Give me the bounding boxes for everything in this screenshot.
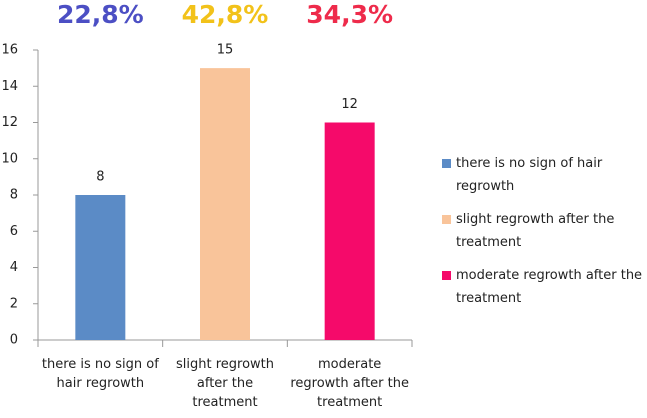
annotation: 34,3% bbox=[306, 0, 394, 29]
y-tick-label: 2 bbox=[10, 296, 18, 311]
y-tick-label: 4 bbox=[10, 260, 18, 275]
legend-swatch bbox=[442, 159, 451, 168]
legend-swatch bbox=[442, 215, 451, 224]
value-label: 12 bbox=[341, 97, 358, 112]
bar bbox=[75, 195, 126, 340]
x-tick-label: moderate regrowth after the treatment bbox=[290, 357, 409, 410]
legend-label: there is no sign of hair regrowth bbox=[456, 156, 603, 194]
bar bbox=[200, 68, 250, 340]
y-tick-label: 14 bbox=[1, 79, 18, 94]
legend-label: slight regrowth after the treatment bbox=[456, 212, 615, 250]
y-tick-label: 8 bbox=[10, 188, 18, 203]
bar bbox=[324, 122, 375, 340]
annotation: 42,8% bbox=[181, 0, 269, 29]
y-tick-label: 10 bbox=[1, 151, 18, 166]
y-tick-label: 16 bbox=[1, 43, 18, 58]
annotation: 22,8% bbox=[56, 0, 144, 29]
x-tick-label: there is no sign of hair regrowth bbox=[41, 357, 159, 391]
value-label: 15 bbox=[217, 43, 234, 58]
x-tick-label: slight regrowth after the treatment bbox=[175, 357, 274, 410]
y-tick-label: 12 bbox=[1, 115, 18, 130]
y-tick-label: 0 bbox=[10, 333, 18, 348]
legend-label: moderate regrowth after the treatment bbox=[456, 268, 643, 306]
legend-swatch bbox=[442, 271, 451, 280]
value-label: 8 bbox=[96, 170, 104, 185]
y-tick-label: 6 bbox=[10, 224, 18, 239]
